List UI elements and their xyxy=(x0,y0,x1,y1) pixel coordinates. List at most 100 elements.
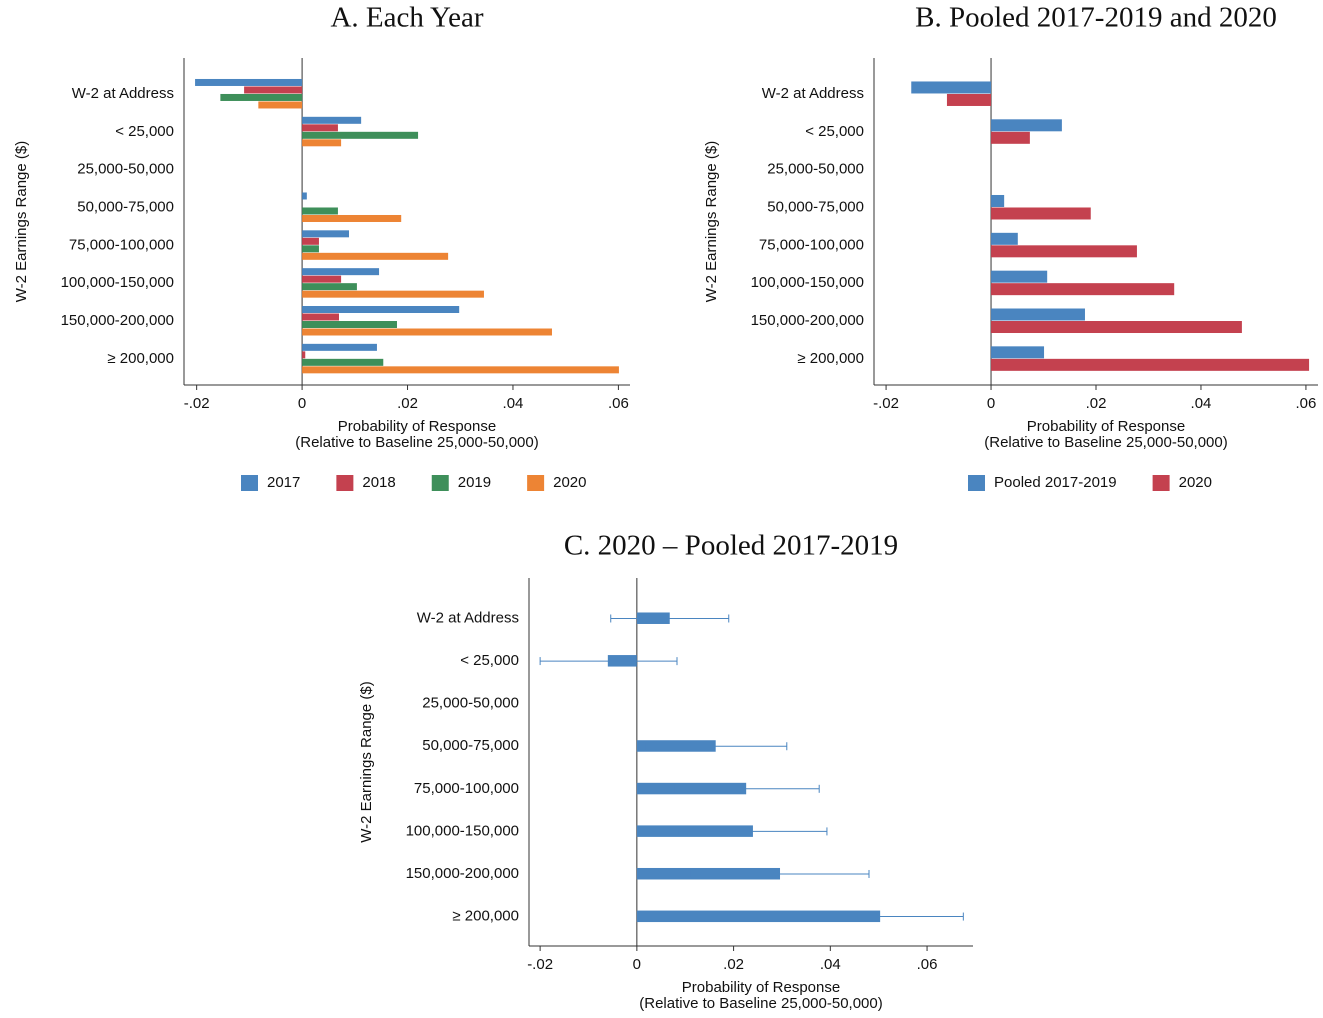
y-axis-label: W-2 Earnings Range ($) xyxy=(13,141,30,302)
bar xyxy=(302,290,484,298)
y-tick-label: 100,000-150,000 xyxy=(61,274,174,291)
bar xyxy=(302,351,306,359)
legend-label: Pooled 2017-2019 xyxy=(994,474,1117,491)
legend-swatch xyxy=(1152,475,1170,491)
legend-swatch xyxy=(241,475,258,491)
legend-swatch xyxy=(527,475,545,491)
x-tick-label: .06 xyxy=(917,956,938,973)
y-tick-label: 100,000-150,000 xyxy=(751,274,864,291)
y-tick-label: 75,000-100,000 xyxy=(69,236,174,253)
bar xyxy=(991,270,1048,283)
bar xyxy=(302,131,419,139)
legend-swatch xyxy=(968,475,985,491)
x-tick-label: .02 xyxy=(723,956,744,973)
bar xyxy=(636,910,881,923)
y-tick-label: W-2 at Address xyxy=(72,85,174,102)
y-tick-label: < 25,000 xyxy=(805,123,864,140)
chart-title: A. Each Year xyxy=(330,2,483,34)
bar xyxy=(991,232,1018,245)
y-tick-label: 25,000-50,000 xyxy=(422,695,519,712)
y-tick-label: < 25,000 xyxy=(115,123,174,140)
bar xyxy=(302,237,319,245)
y-tick-label: 25,000-50,000 xyxy=(767,161,864,178)
y-tick-label: 75,000-100,000 xyxy=(414,780,519,797)
x-tick-label: .04 xyxy=(1191,395,1212,412)
legend-swatch xyxy=(431,475,449,491)
x-tick-label: 0 xyxy=(298,395,306,412)
y-axis-label: W-2 Earnings Range ($) xyxy=(703,141,720,302)
bar xyxy=(302,139,342,147)
bar xyxy=(302,207,338,215)
x-tick-label: .06 xyxy=(608,395,629,412)
bar xyxy=(991,346,1045,359)
bar xyxy=(991,308,1085,321)
bar xyxy=(220,93,303,101)
y-tick-label: 25,000-50,000 xyxy=(77,161,174,178)
y-axis-label: W-2 Earnings Range ($) xyxy=(358,681,375,842)
x-tick-label: .04 xyxy=(503,395,524,412)
x-tick-label: -.02 xyxy=(527,956,553,973)
y-tick-label: 150,000-200,000 xyxy=(751,312,864,329)
legend-label: 2019 xyxy=(458,474,491,491)
chart-title: B. Pooled 2017-2019 and 2020 xyxy=(915,2,1277,34)
bar xyxy=(302,321,397,329)
y-tick-label: W-2 at Address xyxy=(417,609,519,626)
bar xyxy=(991,194,1005,207)
bar xyxy=(991,245,1137,258)
legend-label: 2020 xyxy=(553,474,586,491)
bar xyxy=(946,93,992,106)
bar xyxy=(302,124,338,132)
bar xyxy=(302,275,342,283)
bar xyxy=(991,131,1030,144)
bar xyxy=(302,214,402,222)
legend-label: 2017 xyxy=(267,474,300,491)
legend-label: 2020 xyxy=(1179,474,1212,491)
x-axis-label: (Relative to Baseline 25,000-50,000) xyxy=(295,434,539,451)
bar xyxy=(911,81,992,94)
bar xyxy=(302,328,552,336)
x-tick-label: -.02 xyxy=(184,395,210,412)
y-tick-label: W-2 at Address xyxy=(762,85,864,102)
x-axis-label: (Relative to Baseline 25,000-50,000) xyxy=(984,434,1228,451)
x-tick-label: 0 xyxy=(633,956,641,973)
x-tick-label: .02 xyxy=(1086,395,1107,412)
bar xyxy=(302,343,377,351)
bar xyxy=(302,268,380,276)
bar xyxy=(991,119,1062,132)
y-tick-label: 150,000-200,000 xyxy=(61,312,174,329)
bar xyxy=(302,306,460,314)
y-tick-label: 150,000-200,000 xyxy=(406,865,519,882)
bar xyxy=(302,245,319,253)
bar xyxy=(195,78,303,86)
x-tick-label: .02 xyxy=(397,395,418,412)
y-tick-label: ≥ 200,000 xyxy=(797,350,864,367)
x-axis-label: Probability of Response xyxy=(682,979,840,996)
legend-label: 2018 xyxy=(362,474,395,491)
y-tick-label: 50,000-75,000 xyxy=(767,198,864,215)
x-tick-label: .06 xyxy=(1295,395,1316,412)
y-tick-label: 50,000-75,000 xyxy=(422,737,519,754)
bar xyxy=(302,366,619,374)
chart-title: C. 2020 – Pooled 2017-2019 xyxy=(564,530,898,562)
bar xyxy=(302,230,350,238)
bar xyxy=(302,252,449,260)
bar xyxy=(991,283,1175,296)
bar xyxy=(302,358,384,366)
x-axis-label: (Relative to Baseline 25,000-50,000) xyxy=(639,995,883,1012)
bar xyxy=(302,313,339,321)
y-tick-label: ≥ 200,000 xyxy=(107,350,174,367)
bar xyxy=(991,321,1242,334)
bar xyxy=(302,192,307,200)
y-tick-label: ≥ 200,000 xyxy=(452,908,519,925)
bar xyxy=(991,207,1091,220)
bar xyxy=(302,116,362,124)
x-axis-label: Probability of Response xyxy=(1027,418,1185,435)
x-tick-label: .04 xyxy=(820,956,841,973)
bar xyxy=(244,86,303,94)
y-tick-label: 75,000-100,000 xyxy=(759,236,864,253)
y-tick-label: < 25,000 xyxy=(460,652,519,669)
bar xyxy=(302,283,357,291)
bar xyxy=(258,101,303,109)
